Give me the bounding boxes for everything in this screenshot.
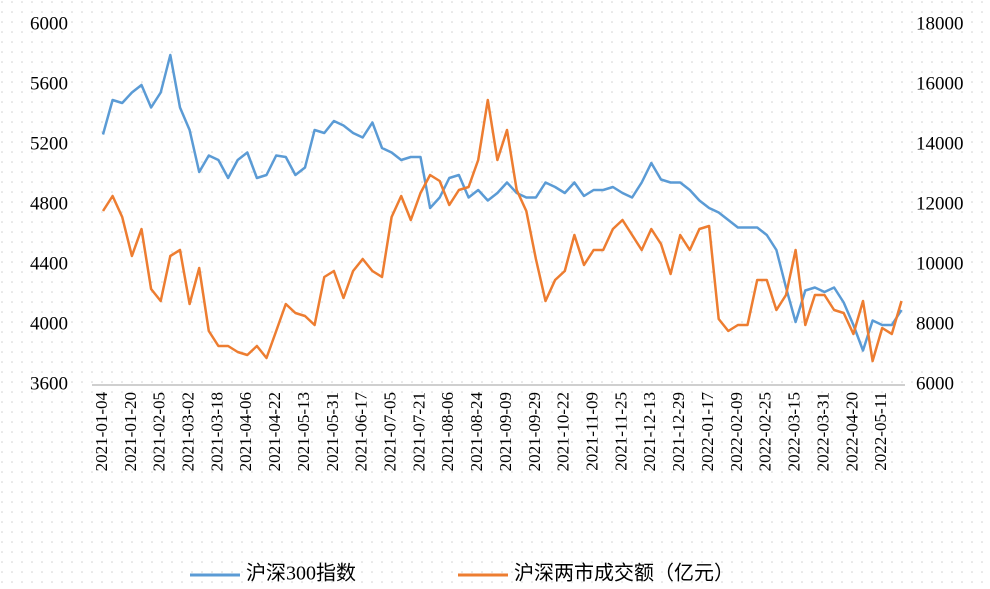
- legend-label: 沪深300指数: [246, 562, 356, 585]
- x-tick-label: 2022-01-17: [698, 392, 717, 472]
- y-tick-label: 5600: [30, 73, 68, 94]
- x-tick-label: 2021-01-04: [92, 392, 111, 472]
- x-tick-label: 2022-04-20: [842, 392, 861, 471]
- x-tick-label: 2021-04-22: [265, 392, 284, 471]
- y2-tick-label: 12000: [916, 193, 964, 214]
- y-tick-label: 4400: [30, 253, 68, 274]
- series-line: [101, 53, 903, 352]
- x-tick-label: 2021-11-25: [611, 392, 630, 471]
- y2-tick-label: 16000: [916, 73, 964, 94]
- y-tick-label: 3600: [30, 373, 68, 394]
- y2-tick-label: 10000: [916, 253, 964, 274]
- x-tick-label: 2021-09-29: [525, 392, 544, 471]
- series-line: [101, 98, 903, 363]
- x-tick-label: 2021-03-02: [178, 392, 197, 471]
- x-tick-label: 2021-03-18: [207, 392, 226, 471]
- x-tick-label: 2022-03-15: [785, 392, 804, 471]
- x-tick-label: 2021-02-05: [150, 392, 169, 471]
- x-tick-label: 2021-07-21: [409, 392, 428, 471]
- y2-tick-label: 6000: [916, 373, 954, 394]
- x-tick-label: 2021-09-09: [496, 392, 515, 471]
- x-tick-label: 2021-06-17: [352, 392, 371, 472]
- x-tick-label: 2021-11-09: [583, 392, 602, 471]
- x-tick-label: 2021-04-06: [236, 392, 255, 471]
- y-tick-label: 4800: [30, 193, 68, 214]
- x-tick-label: 2021-05-31: [323, 392, 342, 471]
- x-tick-label: 2021-12-13: [640, 392, 659, 471]
- x-tick-label: 2021-01-20: [121, 392, 140, 471]
- y2-tick-label: 14000: [916, 133, 964, 154]
- x-tick-label: 2021-10-22: [554, 392, 573, 471]
- y-tick-label: 6000: [30, 13, 68, 34]
- x-tick-label: 2021-08-06: [438, 392, 457, 471]
- y-tick-label: 4000: [30, 313, 68, 334]
- y-tick-label: 5200: [30, 133, 68, 154]
- x-tick-label: 2022-05-11: [871, 392, 890, 471]
- x-tick-label: 2021-05-13: [294, 392, 313, 471]
- legend-label: 沪深两市成交额（亿元）: [514, 562, 734, 585]
- x-tick-label: 2021-08-24: [467, 392, 486, 472]
- x-tick-label: 2022-03-31: [813, 392, 832, 471]
- x-tick-label: 2022-02-25: [756, 392, 775, 471]
- y2-tick-label: 8000: [916, 313, 954, 334]
- x-tick-label: 2021-07-05: [381, 392, 400, 471]
- x-tick-label: 2022-02-09: [727, 392, 746, 471]
- y2-tick-label: 18000: [916, 13, 964, 34]
- x-tick-label: 2021-12-29: [669, 392, 688, 471]
